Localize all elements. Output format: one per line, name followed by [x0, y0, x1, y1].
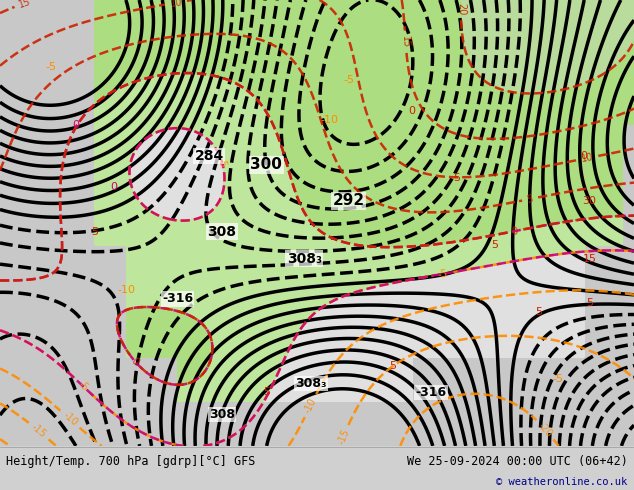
Text: 0: 0 [110, 182, 118, 192]
Text: -316: -316 [162, 292, 193, 305]
Text: 5: 5 [91, 227, 99, 237]
Text: 10: 10 [580, 152, 595, 164]
Text: 0: 0 [72, 120, 80, 130]
Text: -316: -316 [415, 386, 447, 399]
Text: -5: -5 [45, 62, 56, 72]
Text: 15: 15 [583, 254, 597, 264]
Text: -5: -5 [343, 75, 354, 85]
Text: © weatheronline.co.uk: © weatheronline.co.uk [496, 477, 628, 487]
Text: 0: 0 [579, 151, 587, 161]
Text: -10: -10 [321, 115, 339, 125]
Text: 308₃: 308₃ [287, 252, 322, 266]
Text: -10: -10 [302, 396, 318, 415]
Text: 300: 300 [250, 157, 282, 172]
Text: Height/Temp. 700 hPa [gdrp][°C] GFS: Height/Temp. 700 hPa [gdrp][°C] GFS [6, 455, 256, 468]
Text: 30: 30 [583, 196, 597, 206]
Text: -5: -5 [552, 374, 564, 384]
Text: 0: 0 [511, 225, 519, 237]
Text: -15: -15 [335, 428, 351, 446]
Text: 15: 15 [18, 0, 32, 10]
Text: 20: 20 [456, 3, 466, 15]
Text: 5: 5 [453, 173, 460, 183]
Text: We 25-09-2024 00:00 UTC (06+42): We 25-09-2024 00:00 UTC (06+42) [407, 455, 628, 468]
Text: 5: 5 [262, 388, 270, 397]
Text: -5: -5 [437, 268, 449, 280]
Text: -20: -20 [536, 420, 554, 439]
Text: 284: 284 [195, 149, 224, 163]
Text: 10: 10 [169, 0, 183, 9]
Text: -10: -10 [118, 285, 136, 295]
Text: -5: -5 [216, 156, 228, 169]
Text: 0: 0 [408, 106, 416, 117]
Text: 292: 292 [333, 193, 365, 208]
Text: 0: 0 [129, 355, 140, 367]
Text: 5: 5 [389, 361, 397, 370]
Text: -5: -5 [75, 379, 89, 393]
Text: 15: 15 [400, 35, 411, 49]
Text: 308: 308 [207, 225, 236, 239]
Text: -15: -15 [30, 422, 48, 440]
Text: 308₃: 308₃ [295, 377, 327, 390]
Text: -10: -10 [61, 410, 79, 428]
Text: 5: 5 [535, 307, 543, 317]
Text: 5: 5 [586, 298, 593, 308]
Text: 308: 308 [209, 408, 235, 421]
Text: 5: 5 [491, 240, 498, 250]
Text: 5: 5 [526, 194, 534, 204]
